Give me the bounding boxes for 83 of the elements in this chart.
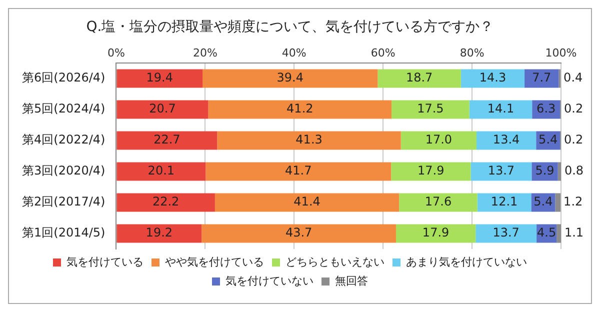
legend-label: やや気を付けている	[165, 255, 264, 268]
bar	[396, 224, 476, 243]
data-label: 22.7	[154, 132, 180, 147]
bar	[555, 193, 561, 212]
bar	[392, 100, 470, 119]
legend-label: 無回答	[335, 274, 368, 288]
data-label: 43.7	[285, 226, 312, 240]
bar	[378, 69, 461, 88]
chart-title: Q.塩・塩分の摂取量や頻度について、気を付けている方ですか？	[86, 19, 494, 36]
data-label: 20.1	[148, 164, 175, 178]
data-label: 17.0	[425, 132, 452, 147]
legend-label: あまり気を付けていない	[406, 255, 527, 268]
data-label: 14.1	[487, 102, 514, 116]
bar	[202, 69, 378, 88]
bar	[116, 131, 218, 150]
data-label: 12.1	[490, 194, 518, 209]
bar	[116, 162, 206, 181]
legend-label: どちらともいえない	[286, 255, 384, 268]
y-tick-label: 第6回(2026/4)	[22, 70, 106, 85]
data-label: 13.7	[488, 164, 515, 178]
bar	[400, 131, 476, 150]
data-label: 18.7	[406, 70, 433, 85]
data-label: 17.9	[418, 164, 444, 178]
data-label: 0.4	[564, 70, 583, 85]
data-label: 13.7	[492, 226, 520, 240]
data-label: 5.9	[535, 164, 554, 178]
data-label: 0.2	[564, 102, 584, 116]
data-label: 1.1	[564, 226, 584, 240]
legend-label: 気を付けている	[66, 255, 144, 268]
legend-label: 気を付けていない	[226, 274, 314, 288]
y-tick-label: 第3回(2020/4)	[22, 164, 106, 178]
bar	[202, 224, 396, 243]
bar	[476, 131, 536, 150]
bar	[470, 162, 532, 181]
data-label: 1.2	[564, 194, 583, 209]
data-label: 17.5	[417, 102, 444, 116]
data-label: 4.5	[537, 226, 556, 240]
data-label: 7.7	[532, 70, 552, 85]
bar	[476, 224, 537, 243]
bar	[206, 162, 392, 181]
y-tick-label: 第2回(2017/4)	[22, 194, 106, 209]
bar	[524, 69, 559, 88]
x-tick-label: 20%	[192, 46, 218, 60]
data-label: 41.4	[294, 194, 320, 209]
data-label: 22.2	[152, 194, 180, 209]
bar	[469, 100, 532, 119]
bar	[477, 193, 532, 212]
bar	[116, 100, 208, 119]
y-tick-label: 第5回(2024/4)	[22, 102, 106, 116]
bar	[399, 193, 478, 212]
bar	[558, 162, 561, 181]
data-label: 13.4	[492, 132, 520, 147]
bar	[116, 224, 202, 243]
x-tick-label: 60%	[370, 46, 396, 60]
data-label: 5.4	[538, 132, 558, 147]
data-label: 19.4	[146, 70, 173, 85]
x-tick-label: 100%	[545, 46, 577, 60]
data-label: 0.8	[564, 164, 584, 178]
data-label: 39.4	[276, 70, 304, 85]
x-tick-label: 40%	[282, 46, 306, 60]
data-label: 5.4	[534, 194, 553, 209]
data-label: 20.7	[149, 102, 176, 116]
bar	[214, 193, 400, 212]
data-label: 14.3	[479, 70, 506, 85]
data-label: 0.2	[564, 132, 584, 147]
data-label: 6.3	[536, 102, 556, 116]
data-label: 19.2	[146, 226, 173, 240]
bar	[217, 131, 401, 150]
data-label: 41.3	[296, 132, 322, 147]
y-tick-label: 第4回(2022/4)	[22, 132, 106, 147]
data-label: 17.9	[422, 226, 450, 240]
data-label: 41.7	[284, 164, 312, 178]
data-label: 17.6	[424, 194, 452, 209]
bar	[116, 193, 215, 212]
x-tick-label: 0%	[107, 46, 125, 60]
x-tick-label: 80%	[460, 46, 484, 60]
y-tick-label: 第1回(2014/5)	[22, 226, 106, 240]
bar	[556, 224, 561, 243]
bar	[460, 69, 525, 88]
bar	[208, 100, 392, 119]
bar	[116, 69, 203, 88]
data-label: 41.2	[286, 102, 314, 116]
bar	[391, 162, 471, 181]
